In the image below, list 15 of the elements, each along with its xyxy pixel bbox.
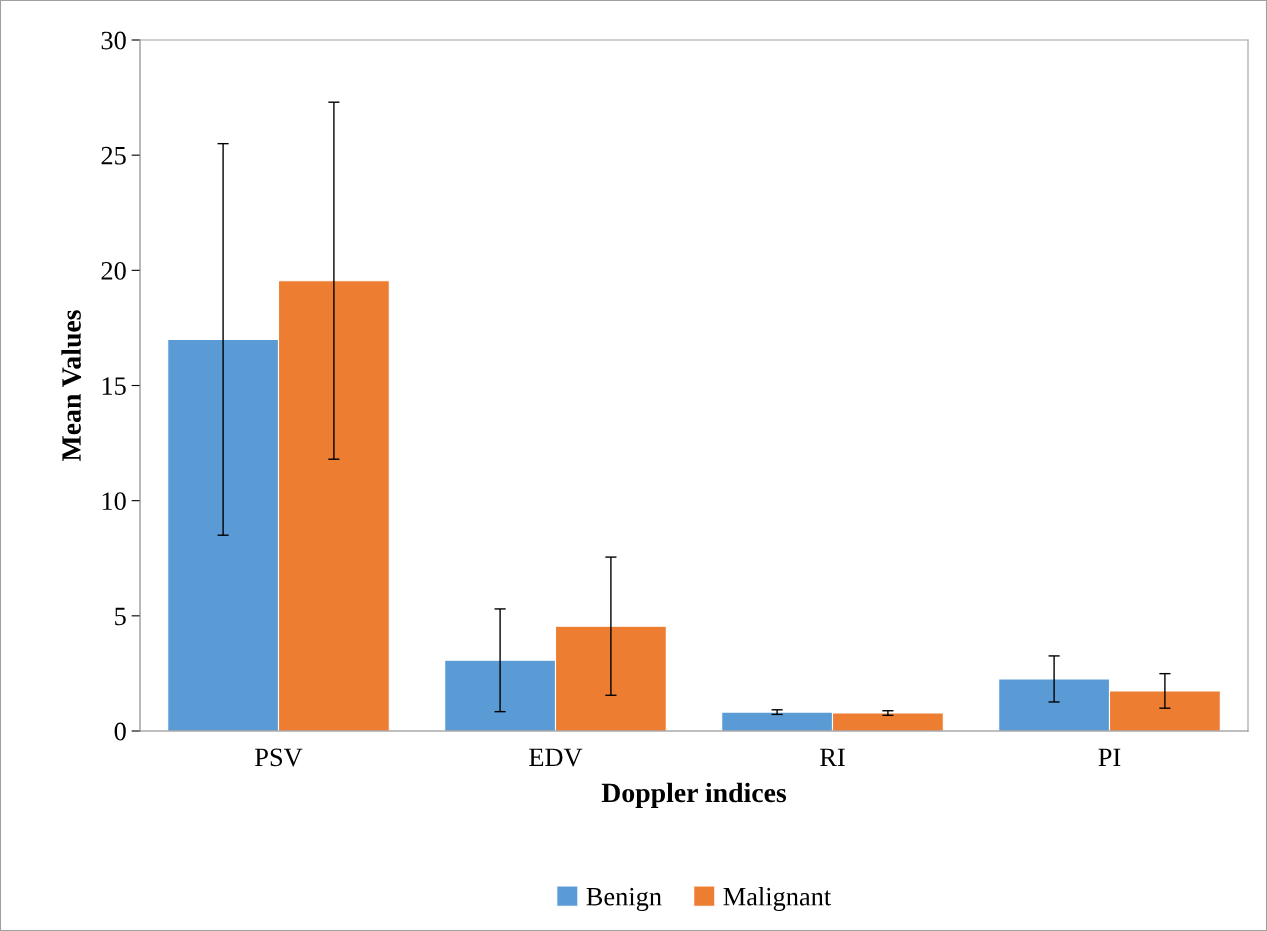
- x-axis-title: Doppler indices: [601, 782, 787, 808]
- y-tick-label: 0: [114, 722, 126, 741]
- x-tick-label: PI: [1098, 748, 1121, 766]
- legend-label: Malignant: [723, 886, 832, 911]
- y-tick-label: 10: [102, 492, 126, 511]
- x-tick-label: PSV: [255, 748, 303, 767]
- y-tick-label: 15: [102, 377, 126, 395]
- y-tick-label: 20: [101, 261, 126, 280]
- y-tick-label: 5: [115, 607, 126, 626]
- y-tick-label: 30: [101, 31, 126, 50]
- x-tick-label: RI: [820, 748, 845, 766]
- y-axis-title: Mean Values: [61, 310, 82, 462]
- x-tick-label: EDV: [529, 748, 583, 767]
- legend-label: Benign: [586, 887, 662, 911]
- y-tick-label: 25: [101, 146, 126, 165]
